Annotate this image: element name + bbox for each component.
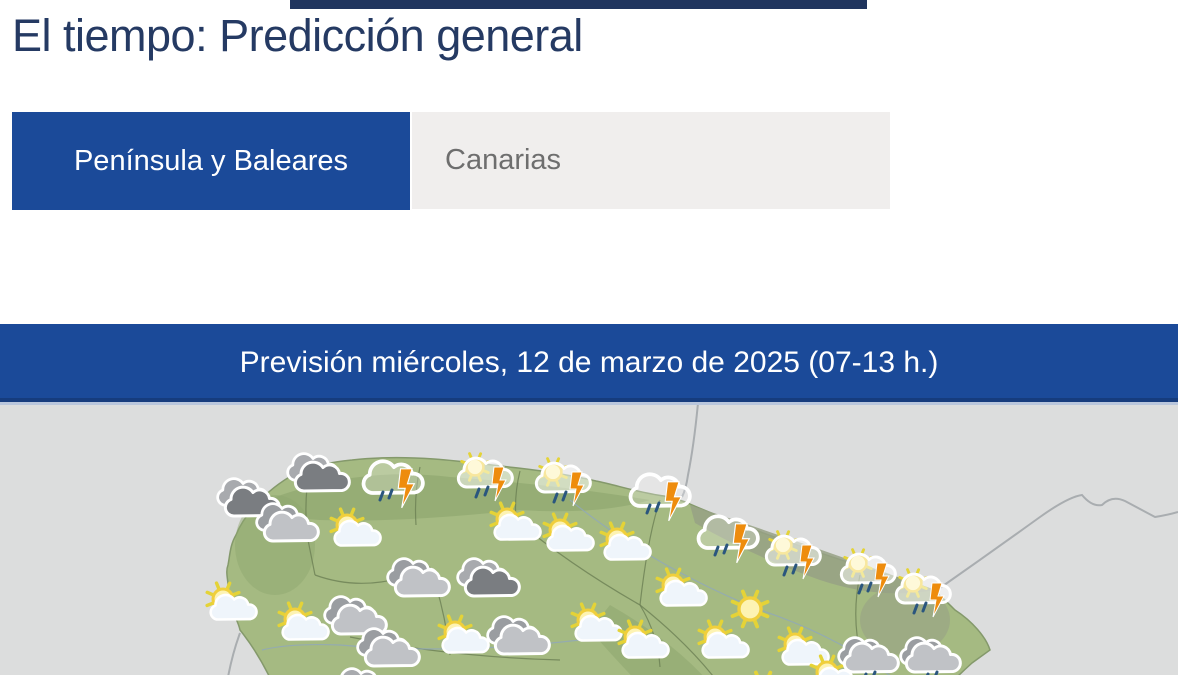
storm-icon — [361, 459, 425, 509]
sun-cloud-icon — [570, 602, 623, 642]
storm-sun-icon — [839, 548, 897, 598]
sun-cloud-icon — [277, 601, 330, 641]
spain-weather-map-image — [0, 405, 1178, 675]
storm-sun-icon — [894, 568, 952, 618]
cloud-gray-icon — [486, 615, 551, 656]
page-title: El tiempo: Predicción general — [12, 10, 583, 61]
tab-canarias[interactable]: Canarias — [412, 112, 890, 209]
cloud-gray-icon — [356, 627, 421, 668]
sun-cloud-icon — [437, 614, 490, 654]
sun-icon — [753, 670, 773, 675]
cloud-dark-icon — [286, 452, 351, 493]
forecast-date-banner: Previsión miércoles, 12 de marzo de 2025… — [0, 324, 1178, 405]
sun-cloud-icon — [655, 567, 708, 607]
sun-cloud-icon — [809, 654, 853, 675]
tab-peninsula-baleares[interactable]: Península y Baleares — [12, 112, 410, 210]
top-accent-strip — [290, 0, 867, 9]
sun-cloud-icon — [205, 581, 258, 621]
sun-cloud-icon — [599, 521, 652, 561]
forecast-date-text: Previsión miércoles, 12 de marzo de 2025… — [239, 346, 939, 379]
sun-cloud-icon — [329, 507, 382, 547]
storm-sun-icon — [764, 530, 822, 580]
sun-cloud-icon — [489, 501, 542, 541]
cloud-gray-icon — [323, 595, 388, 636]
tab-canarias-label: Canarias — [445, 144, 562, 176]
cloud-dark-icon — [456, 557, 521, 598]
cloud-dark-icon — [340, 667, 377, 675]
rain-cloud-icon — [899, 636, 962, 675]
rain-cloud-icon — [837, 636, 900, 675]
storm-sun-icon — [534, 457, 592, 507]
storm-icon — [696, 514, 760, 564]
sun-cloud-icon — [542, 512, 595, 552]
weather-map — [0, 405, 1178, 675]
storm-sun-icon — [456, 452, 514, 502]
cloud-gray-icon — [386, 557, 451, 598]
sun-icon — [730, 589, 770, 629]
sun-cloud-icon — [617, 619, 670, 659]
tab-peninsula-baleares-label: Península y Baleares — [73, 144, 349, 177]
sun-cloud-icon — [697, 619, 750, 659]
sun-cloud-icon — [777, 626, 830, 666]
storm-icon — [628, 472, 692, 522]
cloud-gray-icon — [255, 502, 320, 543]
